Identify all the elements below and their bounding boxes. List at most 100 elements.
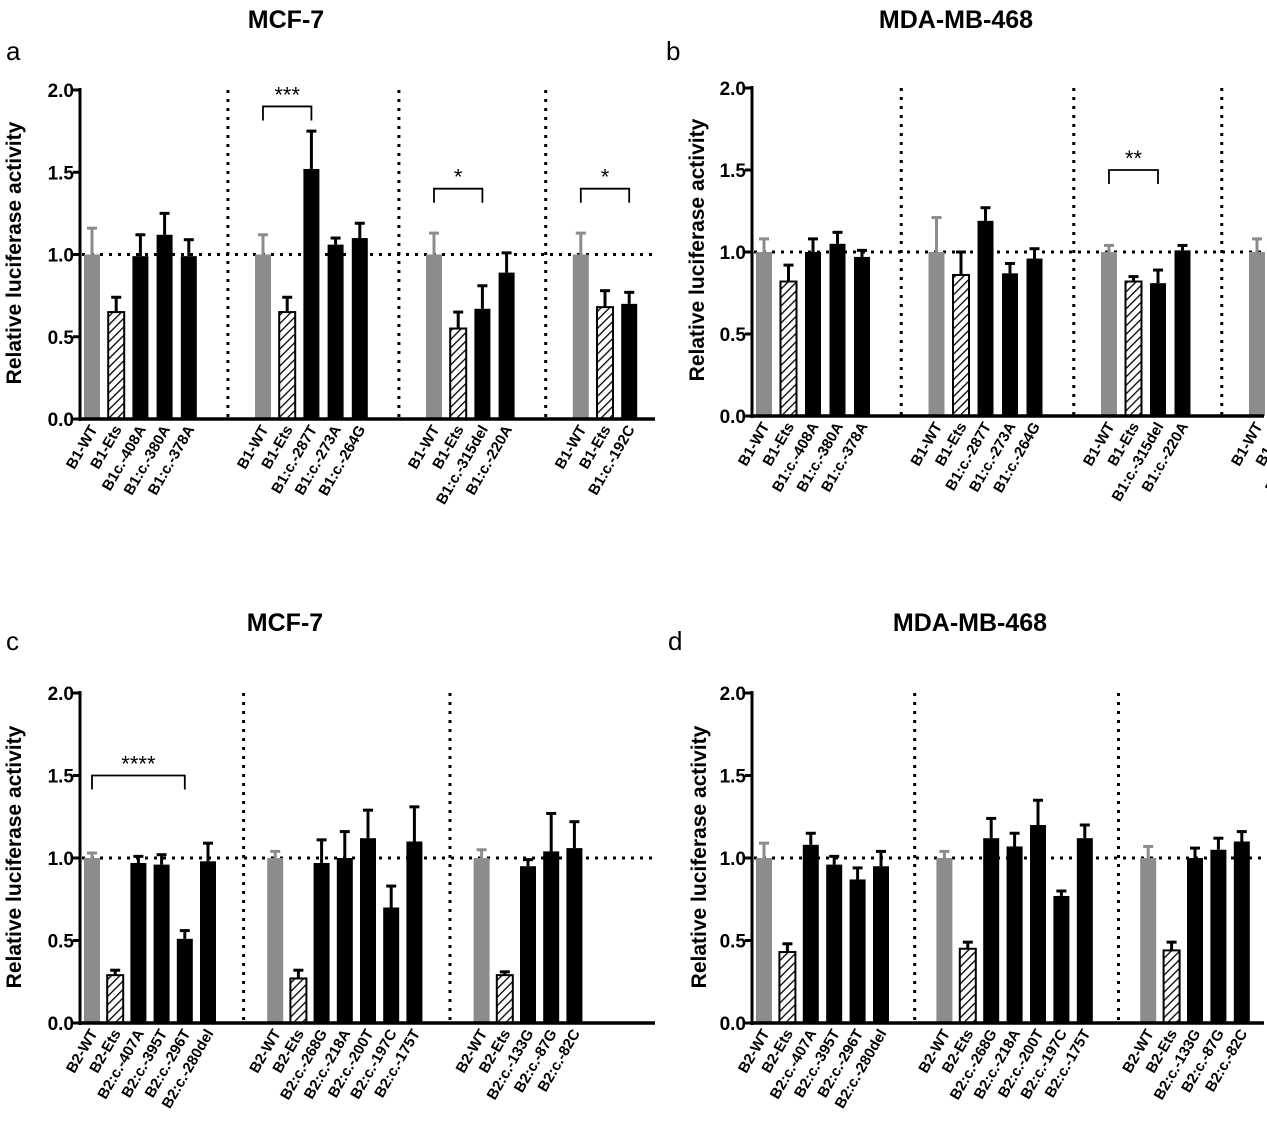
bar [255, 254, 271, 419]
significance-label: **** [121, 752, 156, 777]
bar [1006, 846, 1023, 1023]
bar [1162, 949, 1181, 1025]
bar [572, 254, 589, 419]
bar [495, 974, 514, 1025]
y-tick-label: 1.0 [48, 849, 74, 870]
bar [1053, 895, 1070, 1023]
panel-letter: d [668, 626, 682, 656]
y-axis-label: Relative luciferase activity [3, 725, 26, 988]
bar [1124, 280, 1143, 417]
bar [802, 844, 819, 1023]
bar [303, 168, 320, 419]
bar [829, 243, 846, 416]
bar [360, 838, 376, 1023]
bar [543, 851, 560, 1023]
y-axis-label: Relative luciferase activity [688, 725, 711, 988]
panel-title: MDA-MB-468 [879, 6, 1033, 34]
bar [1002, 273, 1018, 416]
panel-d: MDA-MB-468 d Relative luciferase activit… [668, 609, 1264, 1112]
y-tick-label: 1.5 [720, 767, 747, 788]
bar [1026, 258, 1043, 416]
significance-bracket [433, 187, 484, 203]
bar [130, 862, 147, 1023]
y-tick-label: 2.0 [720, 79, 746, 100]
y-tick-label: 0.5 [720, 932, 747, 953]
bar [449, 327, 468, 420]
bar [958, 947, 977, 1024]
y-tick-label: 1.5 [48, 767, 75, 788]
bar [952, 273, 970, 417]
panel-letter: a [6, 36, 21, 66]
bar [778, 951, 797, 1024]
bar [596, 306, 614, 421]
y-tick-label: 0.5 [720, 325, 747, 346]
bar [351, 238, 368, 419]
bar [383, 907, 400, 1023]
significance-bracket [1108, 169, 1159, 184]
bar [936, 858, 953, 1023]
y-tick-label: 1.5 [720, 161, 747, 182]
bar [107, 311, 126, 421]
bar [854, 256, 870, 416]
significance-bracket [262, 105, 313, 121]
significance-label: ** [1125, 146, 1143, 171]
bar [566, 848, 583, 1023]
plot-area: 0.00.51.01.52.0B1-WTB1-EtsB1:c.-408AB1:c… [720, 79, 1267, 505]
significance-bracket [91, 774, 186, 790]
bar [928, 252, 945, 416]
y-tick-label: 0.5 [48, 328, 75, 349]
bar [621, 303, 638, 419]
bar [756, 252, 772, 416]
bar [267, 858, 284, 1023]
bar [1187, 858, 1203, 1023]
panel-b: MDA-MB-468 b Relative luciferase activit… [666, 6, 1267, 505]
panel-title: MDA-MB-468 [893, 609, 1047, 637]
bar [156, 234, 173, 419]
bar [336, 858, 353, 1023]
bar [805, 252, 821, 416]
panel-title: MCF-7 [248, 6, 324, 34]
bar [1140, 858, 1157, 1023]
bar [313, 862, 330, 1023]
bar [849, 879, 866, 1023]
bar [289, 977, 308, 1025]
bar [873, 866, 889, 1023]
bar [1210, 849, 1227, 1023]
bar [176, 938, 193, 1023]
panel-a: MCF-7 a Relative luciferase activity 0.0… [3, 6, 655, 508]
y-tick-label: 0.0 [48, 410, 74, 431]
y-tick-label: 1.0 [720, 849, 746, 870]
bar [327, 244, 344, 419]
plot-area: 0.00.51.01.52.0B2-WTB2-EtsB2:c.-407AB2:c… [48, 684, 655, 1112]
panel-title: MCF-7 [247, 609, 323, 637]
panel-letter: c [6, 626, 19, 656]
bar [498, 272, 515, 419]
y-tick-label: 1.0 [720, 243, 746, 264]
panel-c: MCF-7 c Relative luciferase activity 0.0… [3, 609, 655, 1112]
panel-letter: b [666, 36, 680, 66]
significance-label: * [601, 165, 610, 190]
y-tick-label: 0.5 [48, 932, 75, 953]
bar [1030, 825, 1046, 1023]
y-tick-label: 0.0 [720, 1014, 746, 1035]
bar [779, 280, 798, 417]
bar [826, 864, 843, 1023]
bar [474, 308, 491, 419]
y-tick-label: 1.0 [48, 246, 74, 267]
plot-area: 0.00.51.01.52.0B1-WTB1-EtsB1c.-408AB1:c.… [48, 81, 655, 508]
y-tick-label: 0.0 [48, 1014, 74, 1035]
bar [278, 311, 297, 421]
bar [406, 841, 423, 1023]
bar [983, 838, 1000, 1023]
bar [520, 866, 536, 1023]
bar [756, 858, 772, 1023]
significance-bracket [579, 187, 631, 203]
bar [153, 864, 170, 1023]
significance-label: * [454, 165, 463, 190]
y-tick-label: 2.0 [48, 684, 74, 705]
y-tick-label: 0.0 [720, 407, 746, 428]
bar [1076, 838, 1093, 1023]
y-tick-label: 2.0 [48, 81, 74, 102]
bar [977, 220, 994, 416]
